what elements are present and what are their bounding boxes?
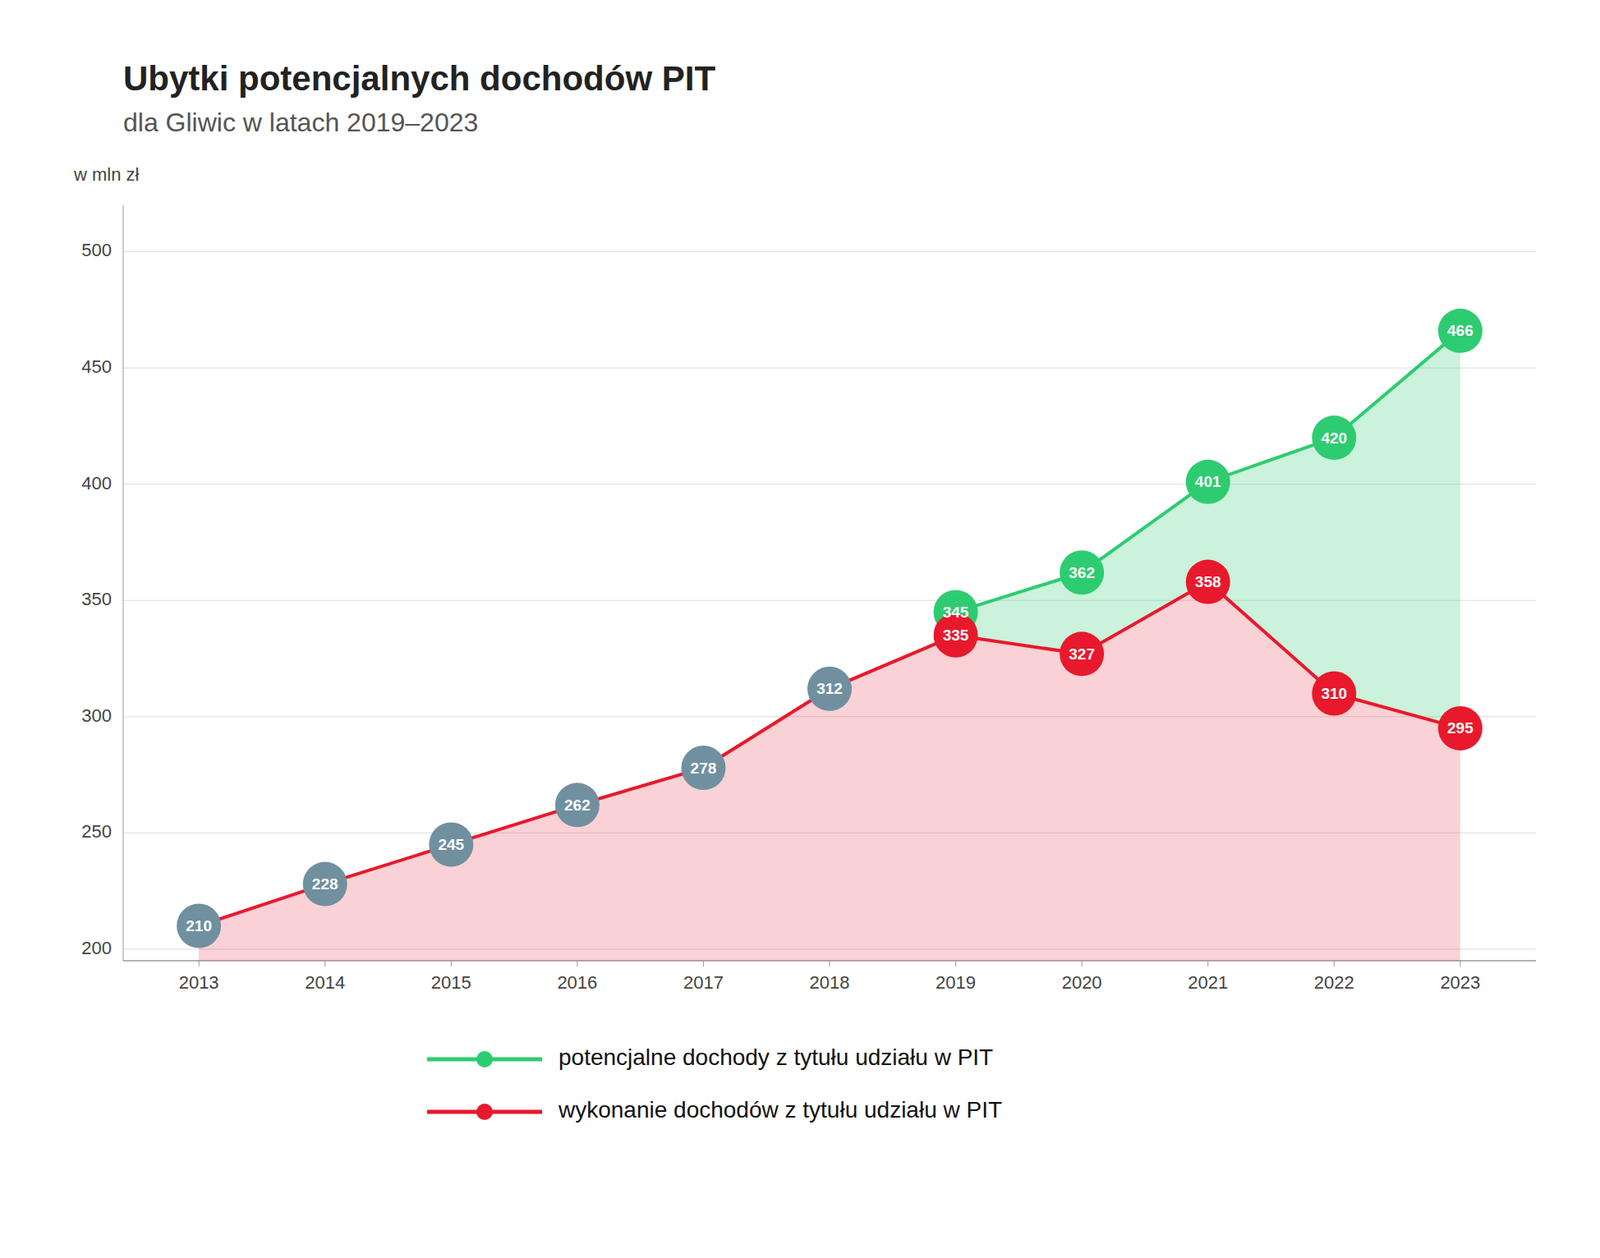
x-tick — [1207, 960, 1209, 967]
legend: potencjalne dochody z tytułu udziału w P… — [427, 1044, 1003, 1123]
x-tick-label: 2016 — [556, 972, 598, 994]
bubble — [303, 862, 348, 907]
x-tick-label: 2018 — [809, 972, 851, 994]
grid-line — [123, 367, 1536, 369]
x-tick-label: 2021 — [1187, 972, 1228, 994]
x-tick-label: 2023 — [1439, 972, 1481, 994]
bubble — [1311, 671, 1357, 716]
x-tick-label: 2014 — [304, 972, 345, 994]
gap-fill — [956, 331, 1461, 729]
data-label: 345 — [942, 603, 970, 621]
chart: Ubytki potencjalnych dochodów PIT dla Gli… — [0, 0, 1600, 1258]
y-tick-label: 400 — [81, 473, 112, 494]
bubble — [176, 904, 221, 949]
data-labels: 345 362 401 420 466 210 228 245 262 278 312 335 327 3… — [185, 321, 1474, 935]
bubble — [1186, 560, 1231, 605]
series-line — [198, 582, 1461, 927]
x-tick — [1459, 960, 1461, 967]
data-label: 358 — [1195, 573, 1222, 591]
bubble — [555, 782, 600, 828]
legend-label: wykonanie dochodów z tytułu udziału w PI… — [557, 1097, 1003, 1123]
x-tick — [450, 960, 452, 967]
y-axis-label: w mln zł — [73, 164, 140, 185]
x-tick-label: 2019 — [935, 972, 976, 994]
bubble — [680, 745, 726, 791]
y-tick-label: 450 — [81, 356, 112, 378]
data-label: 327 — [1068, 645, 1095, 663]
bubble — [807, 666, 852, 712]
data-label: 278 — [690, 759, 718, 778]
y-tick-label: 500 — [81, 239, 112, 261]
bubble — [1059, 550, 1104, 595]
data-label: 466 — [1447, 321, 1474, 340]
data-label: 245 — [437, 836, 465, 854]
series-line — [956, 331, 1461, 613]
x-tick — [703, 960, 704, 967]
data-label: 295 — [1447, 719, 1474, 737]
data-label: 420 — [1320, 429, 1348, 447]
y-axis-line — [123, 205, 125, 961]
legend-marker — [476, 1051, 493, 1068]
data-label: 210 — [185, 917, 212, 935]
legend-label: potencjalne dochody z tytułu udziału w P… — [558, 1044, 994, 1071]
x-tick — [576, 960, 578, 967]
x-tick-label: 2022 — [1314, 972, 1355, 994]
data-label: 228 — [312, 875, 339, 893]
y-tick-label: 300 — [81, 705, 112, 727]
x-tick — [1081, 960, 1083, 967]
data-label: 401 — [1195, 473, 1222, 491]
bubble — [428, 822, 474, 867]
x-tick-label: 2017 — [683, 972, 724, 994]
y-tick-label: 350 — [81, 588, 112, 610]
data-label: 262 — [564, 796, 591, 814]
x-tick — [1333, 960, 1335, 967]
bubble — [1311, 415, 1357, 460]
bubble — [1186, 459, 1231, 505]
x-tick — [955, 960, 957, 967]
area-fill — [198, 582, 1461, 961]
legend-marker — [476, 1103, 493, 1121]
bubble — [1438, 308, 1483, 354]
y-tick-label: 250 — [81, 821, 112, 842]
data-label: 312 — [816, 680, 843, 698]
x-tick-label: 2013 — [179, 972, 220, 994]
x-tick-label: 2020 — [1062, 972, 1103, 994]
plot-area — [176, 308, 1483, 961]
y-tick-label: 200 — [81, 937, 112, 959]
x-tick-label: 2015 — [431, 972, 472, 994]
x-tick — [198, 960, 200, 967]
data-label: 335 — [942, 626, 970, 644]
x-tick — [324, 960, 326, 967]
subtitle: dla Gliwic w latach 2019–2023 — [123, 107, 479, 138]
title: Ubytki potencjalnych dochodów PIT — [123, 59, 716, 98]
bubble — [1438, 706, 1483, 751]
bubble — [1059, 631, 1104, 676]
background — [0, 0, 1600, 1258]
x-tick — [829, 960, 831, 967]
grid-line — [123, 251, 1536, 253]
data-label: 310 — [1320, 685, 1348, 703]
data-label: 362 — [1068, 564, 1095, 582]
